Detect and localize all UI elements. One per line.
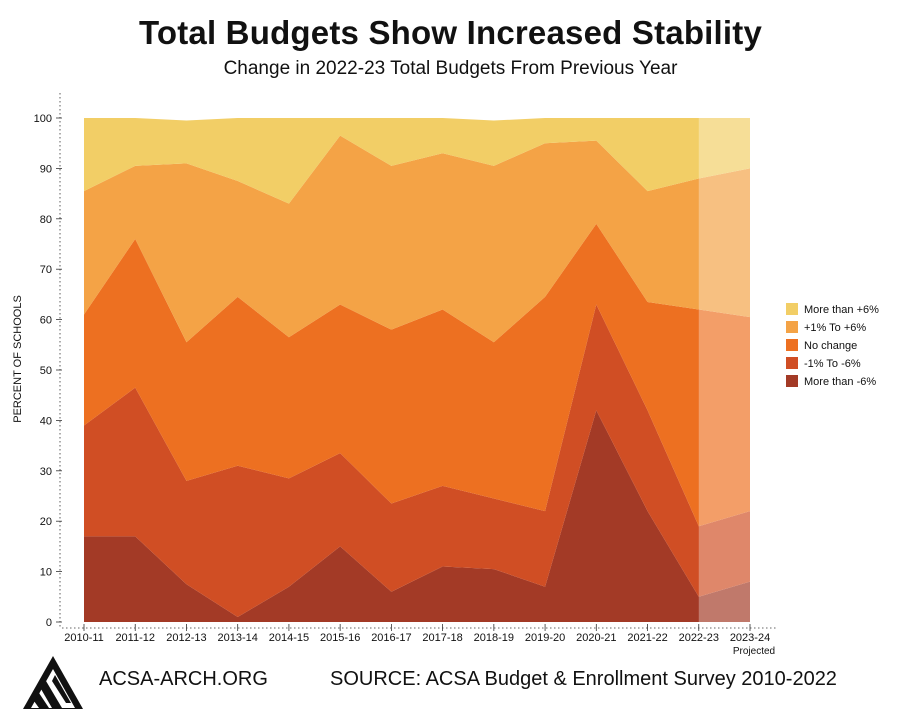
x-tick-label: 2020-21 [576,632,616,644]
acsa-logo-icon [23,656,83,709]
x-tick-label: 2022-23 [679,632,719,644]
legend-swatch [786,303,798,315]
y-tick-label: 80 [40,214,52,226]
x-tick-label: 2017-18 [422,632,462,644]
x-tick-label: 2010-11 [64,632,104,644]
legend-swatch [786,375,798,387]
legend-label: No change [804,340,857,352]
legend-label: More than -6% [804,376,876,388]
legend: More than +6% +1% To +6% No change -1% To -… [786,303,879,388]
y-tick-label: 50 [40,365,52,377]
legend-swatch [786,357,798,369]
y-tick-label: 40 [40,415,52,427]
area-series-5 [84,118,750,204]
legend-label: -1% To -6% [804,358,861,370]
area-series-4 [84,135,750,343]
area-layers [84,118,750,622]
y-tick-label: 70 [40,264,52,276]
x-tick-label: 2012-13 [166,632,206,644]
y-tick-label: 100 [34,113,52,125]
y-tick-label: 10 [40,567,52,579]
x-tick-label: 2011-12 [115,632,155,644]
axes: 0 10 20 30 40 50 60 70 80 90 100 2010-11 2011-12 2012… [34,93,776,657]
y-tick-label: 60 [40,315,52,327]
x-tick-label: 2016-17 [371,632,411,644]
area-series-1 [84,410,750,622]
x-tick-label: 2015-16 [320,632,360,644]
chart-subtitle: Change in 2022-23 Total Budgets From Pre… [223,58,678,79]
x-tick-label: 2013-14 [218,632,258,644]
x-tick-label: 2014-15 [269,632,309,644]
x-tick-label: 2018-19 [474,632,514,644]
area-series-3 [84,223,750,527]
y-tick-label: 0 [46,617,52,629]
y-axis-label: PERCENT OF SCHOOLS [12,295,24,423]
footer-source: SOURCE: ACSA Budget & Enrollment Survey … [330,668,837,690]
legend-swatch [786,339,798,351]
projected-overlay [698,117,750,622]
projected-label: Projected [733,646,775,657]
footer-site: ACSA-ARCH.ORG [99,668,268,690]
legend-label: +1% To +6% [804,322,866,334]
x-tick-label: 2023-24 [730,632,770,644]
y-tick-label: 30 [40,466,52,478]
x-tick-label: 2021-22 [627,632,667,644]
area-series-2 [84,304,750,617]
y-tick-label: 90 [40,163,52,175]
chart-title: Total Budgets Show Increased Stability [138,14,763,51]
legend-swatch [786,321,798,333]
x-tick-label: 2019-20 [525,632,565,644]
legend-label: More than +6% [804,304,879,316]
y-tick-label: 20 [40,516,52,528]
